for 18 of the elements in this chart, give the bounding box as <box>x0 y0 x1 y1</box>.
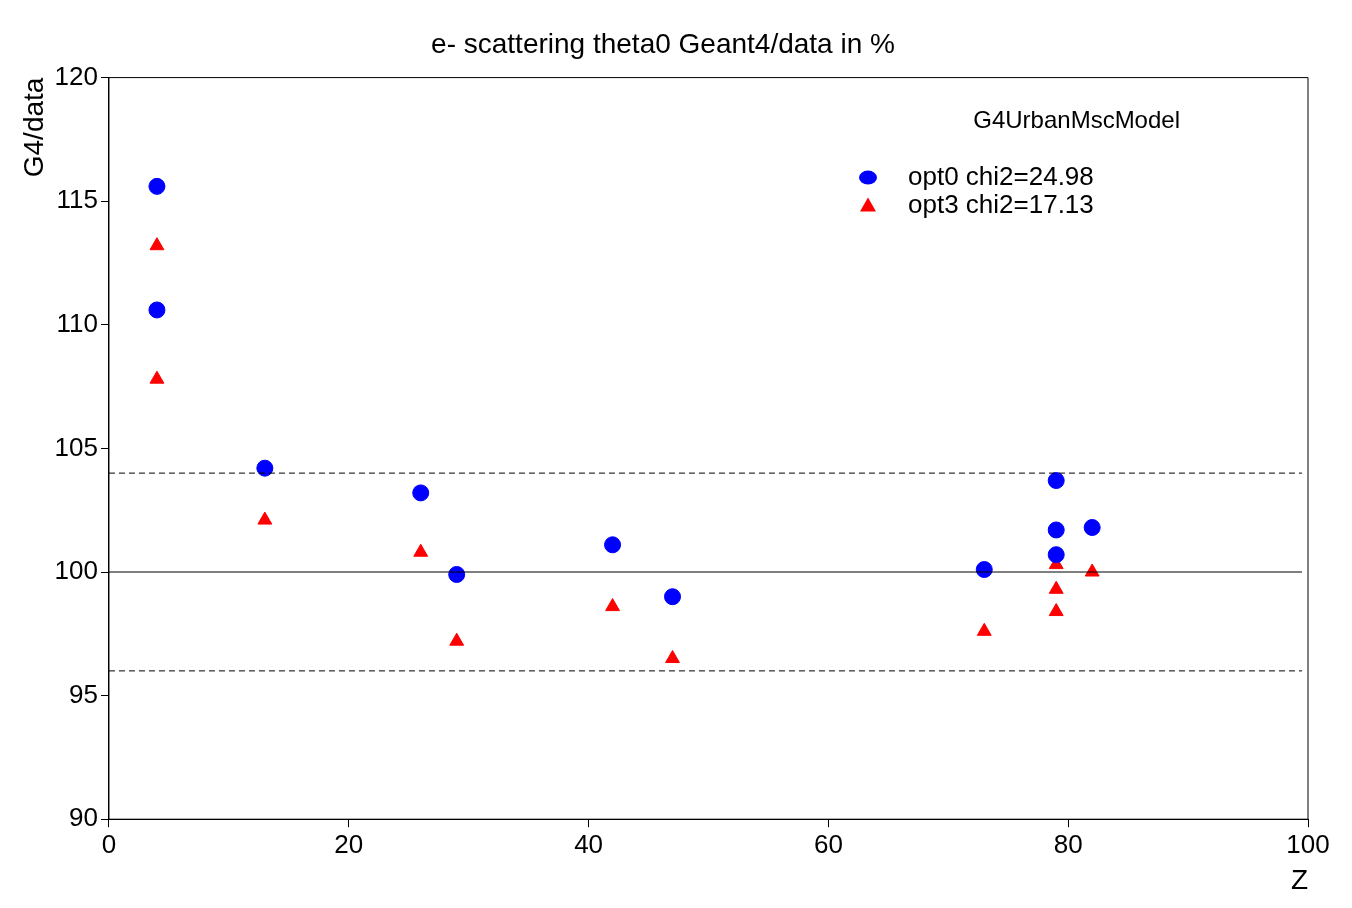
annotation: G4UrbanMscModel <box>973 105 1180 133</box>
x-tick-label: 60 <box>813 828 843 859</box>
y-axis-title: G4/data <box>17 77 49 178</box>
x-tick-label: 20 <box>334 828 364 859</box>
chart-title: e- scattering theta0 Geant4/data in % <box>431 27 895 59</box>
x-tick-label: 100 <box>1286 828 1330 859</box>
x-tick-label: 80 <box>1053 828 1083 859</box>
y-tick-label: 115 <box>56 184 98 215</box>
y-tick-label: 105 <box>54 431 98 462</box>
y-tick-label: 110 <box>56 307 98 338</box>
y-tick-label: 120 <box>54 60 98 91</box>
x-axis-title: Z <box>1290 863 1308 895</box>
y-tick-label: 90 <box>69 802 98 833</box>
x-tick-label: 40 <box>574 828 604 859</box>
x-tick-label: 0 <box>101 828 117 859</box>
legend-label: opt0 chi2=24.98 <box>908 160 1094 191</box>
y-tick-label: 95 <box>69 678 98 709</box>
y-tick-label: 100 <box>54 555 98 586</box>
